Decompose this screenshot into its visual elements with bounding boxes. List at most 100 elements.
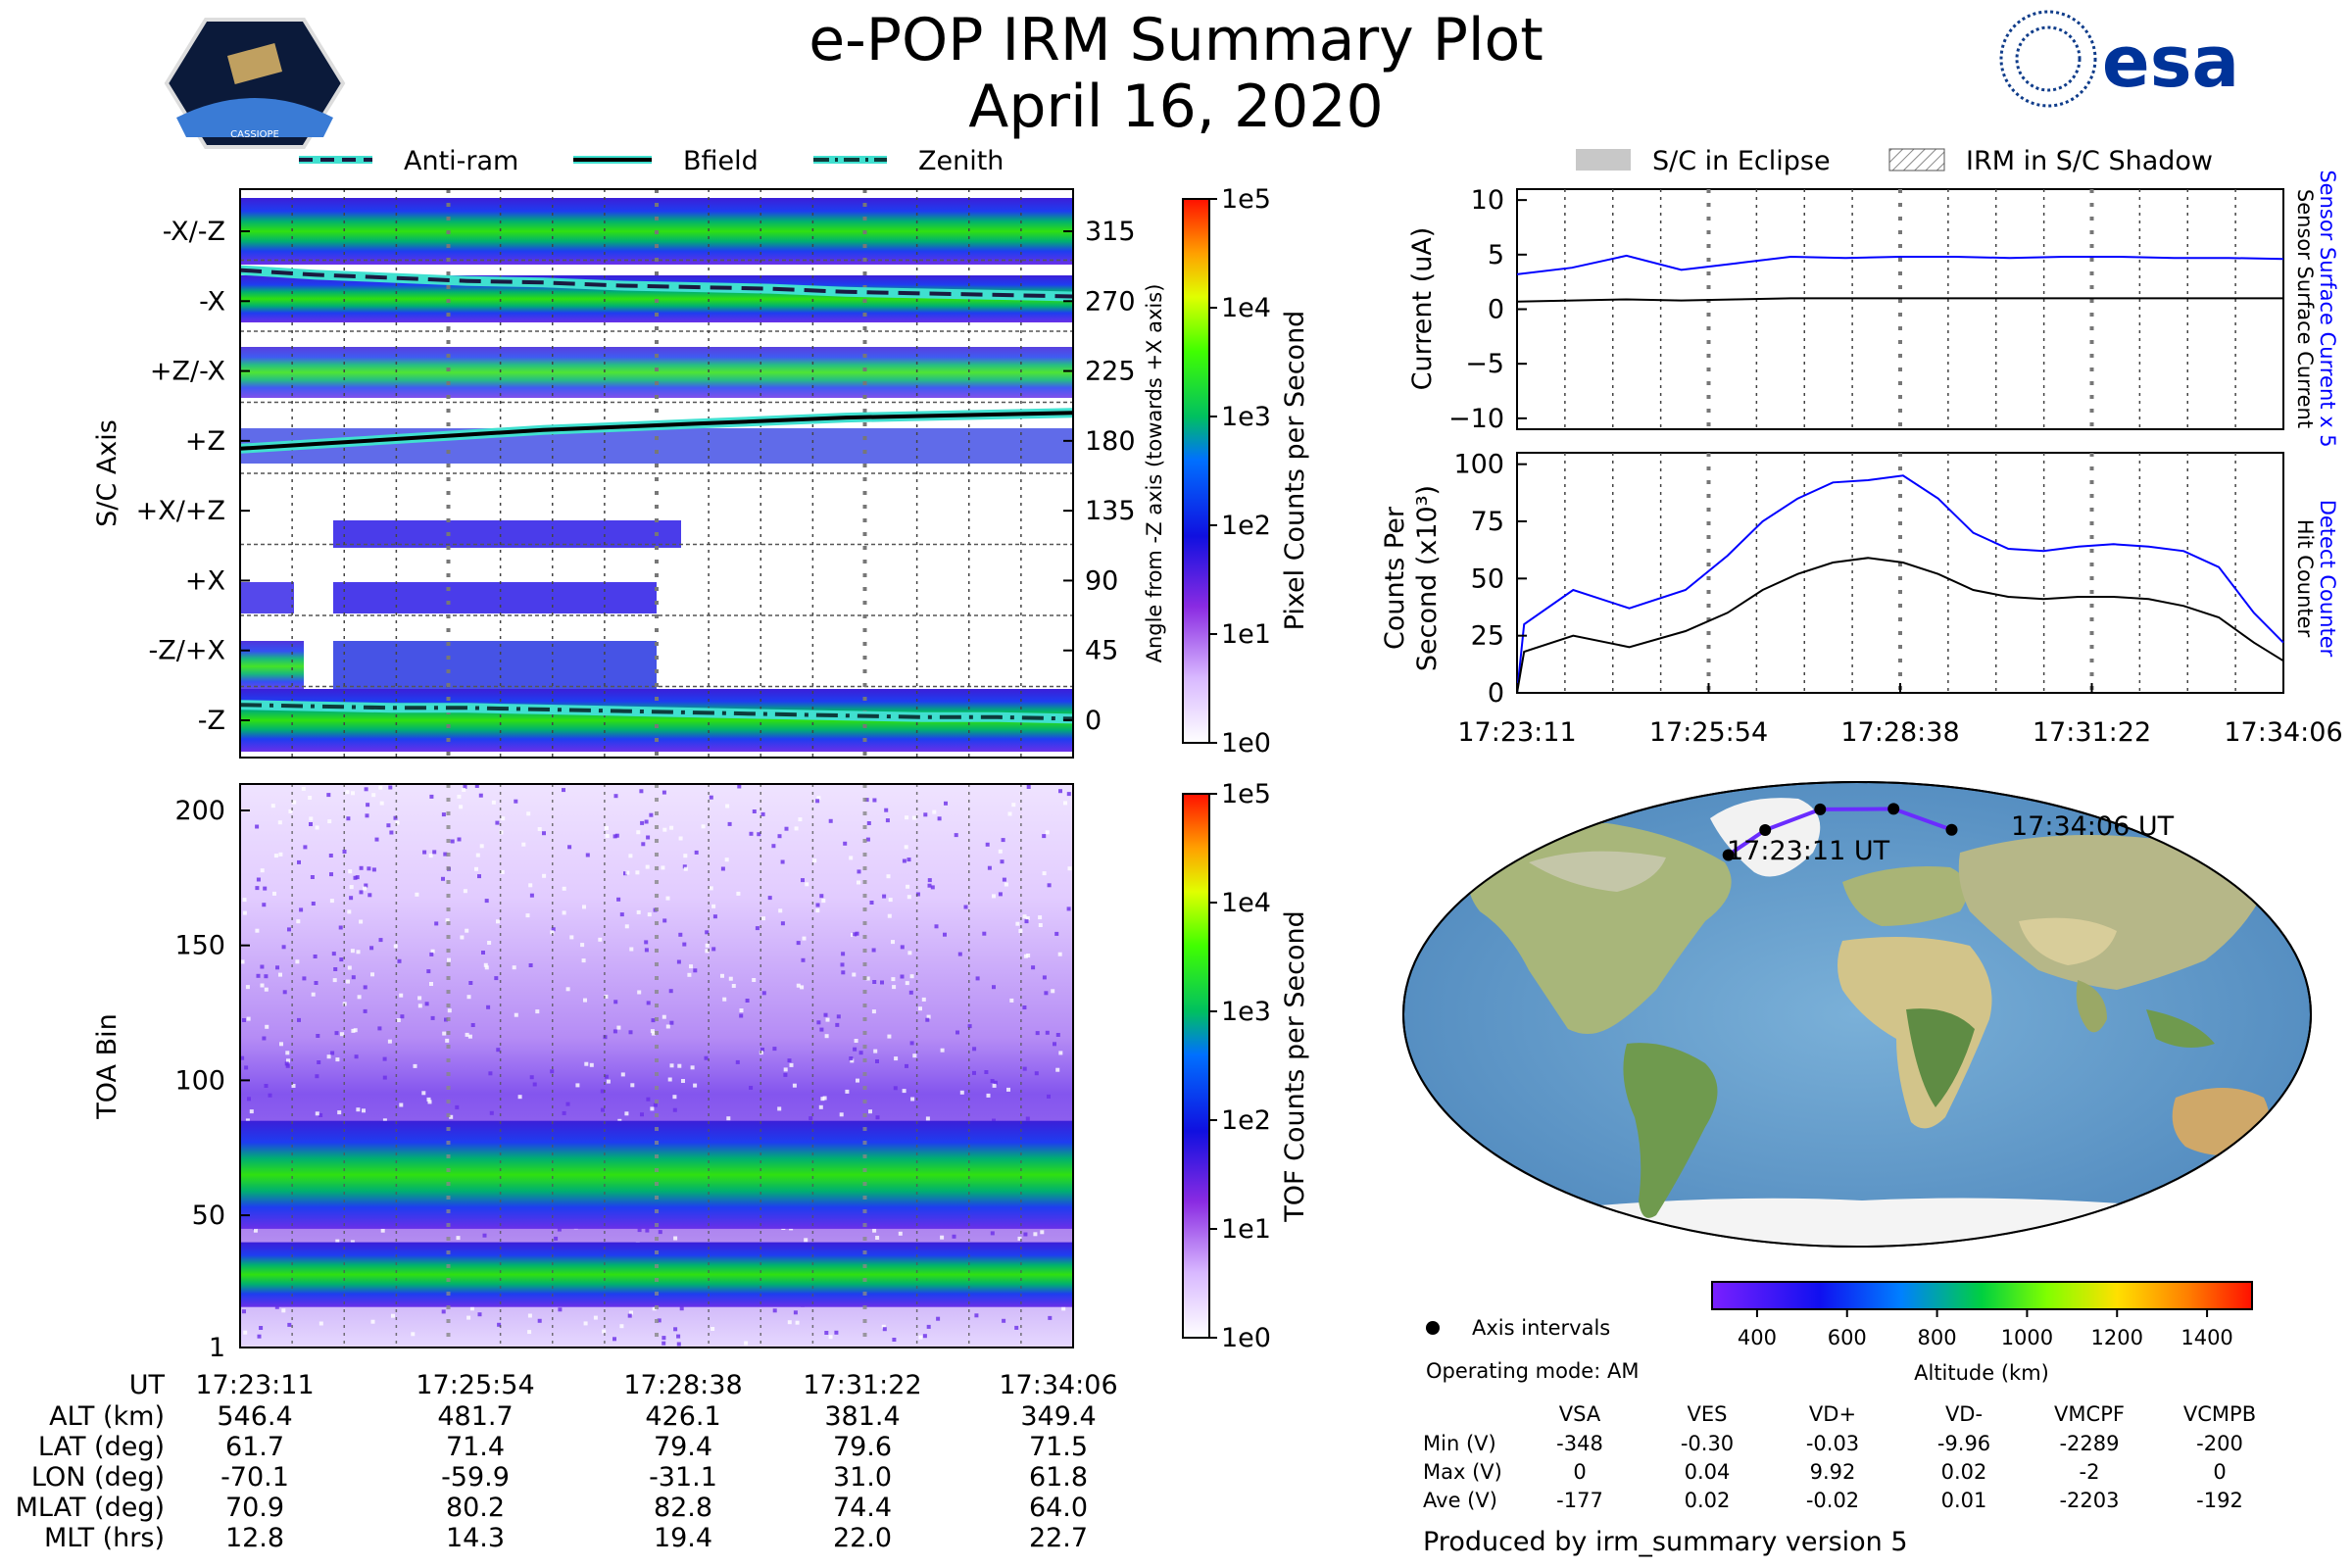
colorbar-tick-label: 1e5 — [1221, 184, 1271, 215]
toa-speckle — [256, 877, 261, 882]
toa-speckle — [262, 903, 267, 907]
toa-speckle — [724, 858, 729, 862]
toa-speckle — [484, 899, 489, 904]
toa-speckle — [295, 959, 300, 964]
toa-speckle — [1004, 882, 1008, 887]
toa-speckle — [365, 813, 369, 818]
toa-speckle — [262, 1036, 267, 1041]
toa-speckle — [644, 819, 649, 824]
toa-speckle — [1006, 1087, 1010, 1092]
sc-axis-tick-label: -Z/+X — [149, 636, 225, 666]
toa-speckle — [346, 816, 351, 821]
toa-speckle — [1024, 919, 1029, 924]
toa-speckle — [537, 827, 542, 831]
toa-speckle — [873, 1049, 878, 1054]
toa-speckle — [857, 869, 861, 874]
toa-speckle — [850, 1058, 855, 1063]
voltage-value: -2203 — [2059, 1489, 2119, 1512]
toa-speckle — [886, 874, 891, 879]
toa-speckle — [315, 1111, 319, 1116]
toa-speckle — [777, 834, 782, 839]
toa-speckle — [249, 1109, 254, 1114]
voltage-value: -2 — [2080, 1460, 2100, 1484]
toa-speckle — [1066, 792, 1071, 797]
toa-speckle — [855, 931, 859, 936]
toa-speckle — [761, 916, 765, 921]
toa-speckle — [1002, 877, 1006, 882]
toa-speckle — [845, 1089, 850, 1094]
toa-speckle — [264, 974, 269, 979]
toa-speckle — [637, 990, 642, 995]
toa-speckle — [646, 835, 651, 840]
toa-speckle — [819, 1027, 824, 1032]
toa-tick-label: 50 — [192, 1200, 225, 1231]
toa-speckle — [755, 926, 760, 931]
time-tick-label: 17:34:06 — [2224, 717, 2342, 748]
toa-speckle — [575, 1083, 580, 1088]
toa-speckle — [990, 1079, 995, 1083]
toa-speckle — [429, 794, 434, 799]
angle-tick-label: 90 — [1085, 565, 1118, 596]
altitude-tick-label: 400 — [1738, 1326, 1777, 1349]
toa-speckle — [285, 1063, 290, 1068]
toa-speckle — [417, 996, 422, 1001]
toa-speckle — [542, 831, 546, 836]
toa-speckle — [441, 1309, 446, 1314]
toa-speckle — [286, 1058, 290, 1063]
colorbar-tick-label: 1e4 — [1221, 293, 1271, 323]
toa-speckle — [815, 908, 820, 913]
toa-speckle — [711, 947, 716, 952]
toa-speckle — [593, 1315, 598, 1320]
ephemeris-value: 71.4 — [446, 1432, 505, 1462]
toa-speckle — [1034, 1071, 1039, 1076]
toa-speckle — [851, 933, 855, 937]
toa-speckle — [310, 875, 315, 879]
voltage-header: VMCPF — [2054, 1402, 2125, 1426]
toa-speckle — [457, 837, 462, 842]
toa-speckle — [1040, 1230, 1045, 1235]
toa-speckle — [1000, 859, 1004, 864]
ephemeris-value: 22.7 — [1029, 1523, 1088, 1553]
toa-speckle — [898, 1231, 903, 1236]
tof-colorbar-label: TOF Counts per Second — [1280, 910, 1310, 1223]
toa-speckle — [268, 1093, 272, 1098]
toa-speckle — [625, 870, 630, 875]
toa-speckle — [497, 1322, 502, 1327]
toa-speckle — [616, 1025, 621, 1030]
toa-speckle — [825, 1017, 830, 1022]
toa-speckle — [669, 1063, 674, 1068]
ut-time: 17:28:38 — [623, 1370, 742, 1400]
toa-speckle — [242, 1309, 246, 1314]
toa-speckle — [693, 1083, 698, 1088]
toa-speckle — [313, 955, 318, 958]
ephemeris-row-label: MLT (hrs) — [44, 1523, 165, 1553]
toa-speckle — [731, 984, 736, 988]
toa-speckle — [927, 878, 932, 883]
ephemeris-row-label: LON (deg) — [31, 1462, 165, 1493]
toa-tick-label: 100 — [174, 1065, 225, 1096]
toa-speckle — [528, 883, 533, 888]
toa-speckle — [377, 1026, 382, 1031]
voltage-value: -0.02 — [1806, 1489, 1859, 1512]
toa-speckle — [709, 886, 713, 891]
toa-speckle — [906, 858, 911, 862]
toa-speckle — [1057, 952, 1062, 956]
toa-speckle — [710, 1327, 715, 1331]
toa-speckle — [395, 820, 400, 825]
map-end-label: 17:34:06 UT — [2011, 811, 2175, 842]
top-right-legend: S/C in Eclipse IRM in S/C Shadow — [1576, 146, 2213, 176]
counts-tick-label: 50 — [1471, 564, 1504, 594]
angle-tick-label: 315 — [1085, 217, 1136, 247]
toa-speckle — [514, 1012, 518, 1017]
toa-speckle — [784, 826, 789, 831]
toa-speckle — [501, 816, 506, 821]
toa-speckle — [1058, 1051, 1063, 1055]
toa-speckle — [673, 1236, 678, 1241]
toa-speckle — [1044, 991, 1049, 996]
toa-speckle — [463, 889, 467, 894]
sc-axis-ylabel: S/C Axis — [92, 419, 122, 527]
toa-speckle — [382, 1118, 387, 1123]
toa-speckle — [353, 1028, 358, 1033]
toa-speckle — [327, 819, 332, 824]
angle-tick-label: 135 — [1085, 496, 1136, 526]
